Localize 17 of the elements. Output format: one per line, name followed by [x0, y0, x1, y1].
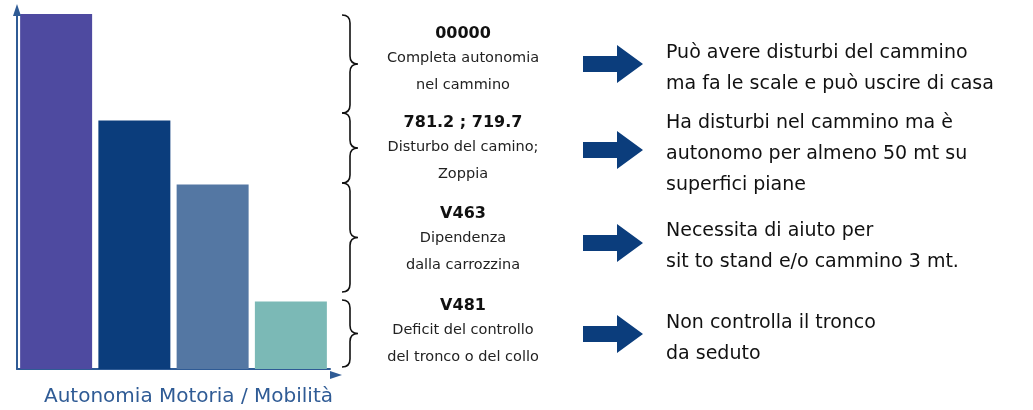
bar	[20, 14, 93, 369]
text: Non controlla il tronco da seduto	[666, 309, 876, 365]
bar	[254, 301, 327, 369]
text: Deficit del controllo del tronco o del collo	[386, 320, 540, 366]
bar	[176, 184, 249, 369]
bar	[98, 120, 171, 369]
text: Necessita di aiuto per sit to stand e/o cammino 3 mt.	[666, 217, 959, 273]
text: V481	[439, 294, 487, 316]
text: Dipendenza dalla carrozzina	[404, 228, 521, 274]
text: 781.2 ; 719.7	[402, 111, 524, 133]
text: Può avere disturbi del cammino ma fa le scale e può uscire di casa	[666, 39, 994, 95]
text: Completa autonomia nel cammino	[385, 48, 541, 94]
text: Disturbo del camino; Zoppia	[386, 137, 540, 183]
x-axis-title: Autonomia Motoria / Mobilità	[43, 383, 334, 407]
text: V463	[439, 202, 487, 224]
text: Ha disturbi nel cammino ma è autonomo per almeno 50 mt su superfici piane	[666, 109, 968, 196]
text: 00000	[434, 22, 492, 44]
